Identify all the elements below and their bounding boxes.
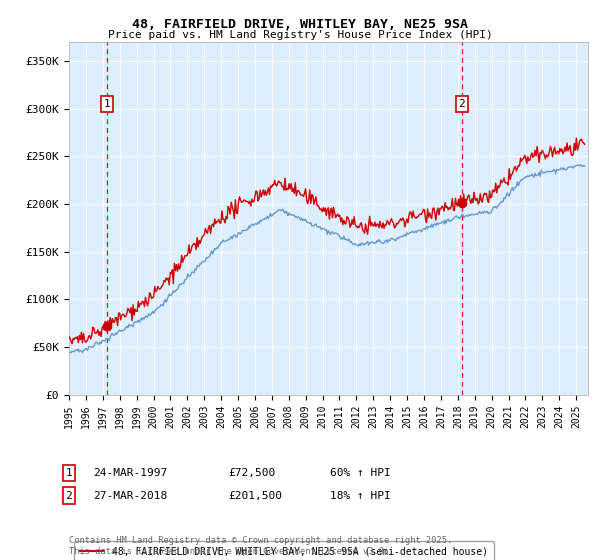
- Text: 24-MAR-1997: 24-MAR-1997: [93, 468, 167, 478]
- Text: £201,500: £201,500: [228, 491, 282, 501]
- Text: 27-MAR-2018: 27-MAR-2018: [93, 491, 167, 501]
- Text: 1: 1: [65, 468, 73, 478]
- Text: 2: 2: [458, 99, 465, 109]
- Text: 18% ↑ HPI: 18% ↑ HPI: [330, 491, 391, 501]
- Text: 60% ↑ HPI: 60% ↑ HPI: [330, 468, 391, 478]
- Text: 1: 1: [103, 99, 110, 109]
- Text: Price paid vs. HM Land Registry's House Price Index (HPI): Price paid vs. HM Land Registry's House …: [107, 30, 493, 40]
- Text: £72,500: £72,500: [228, 468, 275, 478]
- Text: Contains HM Land Registry data © Crown copyright and database right 2025.
This d: Contains HM Land Registry data © Crown c…: [69, 536, 452, 556]
- Text: 48, FAIRFIELD DRIVE, WHITLEY BAY, NE25 9SA: 48, FAIRFIELD DRIVE, WHITLEY BAY, NE25 9…: [132, 18, 468, 31]
- Text: 2: 2: [65, 491, 73, 501]
- Legend: 48, FAIRFIELD DRIVE, WHITLEY BAY, NE25 9SA (semi-detached house), HPI: Average p: 48, FAIRFIELD DRIVE, WHITLEY BAY, NE25 9…: [74, 541, 494, 560]
